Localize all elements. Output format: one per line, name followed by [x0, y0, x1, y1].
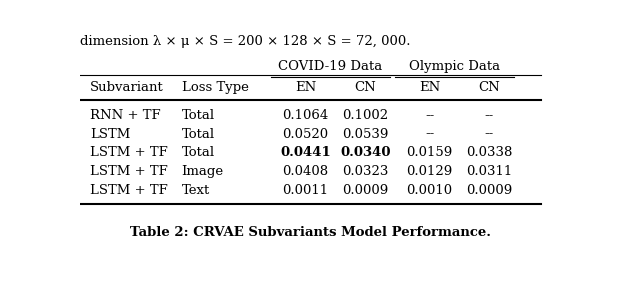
- Text: 0.0340: 0.0340: [340, 146, 390, 159]
- Text: 0.0311: 0.0311: [466, 165, 513, 178]
- Text: 0.1064: 0.1064: [282, 109, 329, 122]
- Text: EN: EN: [295, 82, 316, 94]
- Text: Total: Total: [182, 146, 215, 159]
- Text: Total: Total: [182, 128, 215, 141]
- Text: Image: Image: [182, 165, 224, 178]
- Text: CN: CN: [355, 82, 376, 94]
- Text: Subvariant: Subvariant: [90, 82, 164, 94]
- Text: Loss Type: Loss Type: [182, 82, 248, 94]
- Text: Text: Text: [182, 184, 210, 197]
- Text: RNN + TF: RNN + TF: [90, 109, 161, 122]
- Text: 0.0408: 0.0408: [283, 165, 329, 178]
- Text: LSTM + TF: LSTM + TF: [90, 184, 168, 197]
- Text: LSTM + TF: LSTM + TF: [90, 165, 168, 178]
- Text: LSTM + TF: LSTM + TF: [90, 146, 168, 159]
- Text: 0.0441: 0.0441: [280, 146, 331, 159]
- Text: CN: CN: [478, 82, 500, 94]
- Text: --: --: [425, 128, 435, 141]
- Text: Total: Total: [182, 109, 215, 122]
- Text: --: --: [484, 109, 494, 122]
- Text: 0.0129: 0.0129: [406, 165, 453, 178]
- Text: Table 2: CRVAE Subvariants Model Performance.: Table 2: CRVAE Subvariants Model Perform…: [130, 226, 491, 239]
- Text: Olympic Data: Olympic Data: [409, 60, 500, 72]
- Text: 0.0539: 0.0539: [342, 128, 388, 141]
- Text: 0.0520: 0.0520: [283, 128, 329, 141]
- Text: EN: EN: [419, 82, 440, 94]
- Text: 0.0011: 0.0011: [283, 184, 329, 197]
- Text: LSTM: LSTM: [90, 128, 131, 141]
- Text: 0.0010: 0.0010: [406, 184, 452, 197]
- Text: --: --: [425, 109, 435, 122]
- Text: 0.0338: 0.0338: [466, 146, 513, 159]
- Text: 0.0009: 0.0009: [342, 184, 388, 197]
- Text: dimension λ × μ × S = 200 × 128 × S = 72, 000.: dimension λ × μ × S = 200 × 128 × S = 72…: [80, 35, 410, 48]
- Text: COVID-19 Data: COVID-19 Data: [278, 60, 383, 72]
- Text: 0.0323: 0.0323: [342, 165, 388, 178]
- Text: --: --: [484, 128, 494, 141]
- Text: 0.1002: 0.1002: [342, 109, 388, 122]
- Text: 0.0159: 0.0159: [406, 146, 453, 159]
- Text: 0.0009: 0.0009: [466, 184, 513, 197]
